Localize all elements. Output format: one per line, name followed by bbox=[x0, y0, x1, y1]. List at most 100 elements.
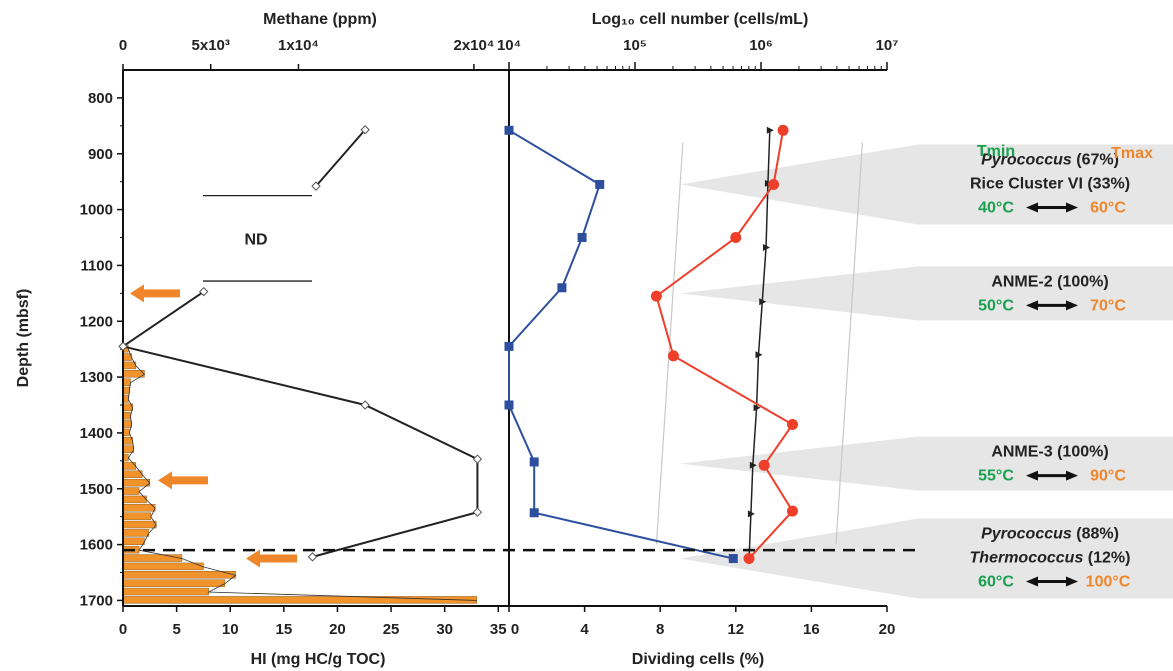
legend-tmin: Tmin bbox=[977, 143, 1015, 160]
cell-number-point-1 bbox=[504, 125, 514, 135]
hi-bar-15 bbox=[122, 462, 137, 470]
hi-bar-31 bbox=[122, 596, 478, 604]
cell-tick-label-1: 10⁴ bbox=[497, 37, 521, 54]
dividing-cells-point-6 bbox=[787, 419, 798, 431]
reference-point-4 bbox=[759, 298, 767, 306]
taxa-panel-3-arrow-right bbox=[1066, 470, 1078, 481]
taxa-panel-3-tmax: 90°C bbox=[1090, 468, 1126, 485]
taxa-panel-4-tmin: 60°C bbox=[978, 574, 1014, 591]
hi-bar-28 bbox=[122, 571, 236, 579]
div-tick-label-5: 16 bbox=[803, 621, 820, 638]
hi-arrow-3-head bbox=[246, 549, 260, 568]
dividing-cells-point-1 bbox=[777, 124, 789, 136]
methane-point-7 bbox=[472, 507, 483, 517]
reference-point-7 bbox=[749, 461, 757, 469]
taxa-panel-2-line-1: ANME-2 (100%) bbox=[991, 273, 1108, 290]
taxa-panel-2-arrow-right bbox=[1066, 300, 1078, 311]
hi-bar-21 bbox=[122, 512, 152, 520]
taxa-panel-4-box bbox=[918, 518, 1173, 599]
hi-tick-label-5: 20 bbox=[329, 621, 346, 638]
taxa-panel-3-box bbox=[918, 436, 1173, 491]
div-tick-label-3: 8 bbox=[656, 621, 664, 638]
hi-bar-20 bbox=[122, 504, 156, 512]
series-layer: ND bbox=[118, 124, 918, 565]
cell-axis-title: Log₁₀ cell number (cells/mL) bbox=[592, 11, 809, 28]
hi-bar-18 bbox=[122, 487, 140, 495]
methane-tick-label-2: 5x10³ bbox=[192, 37, 230, 54]
hi-bar-17 bbox=[122, 478, 151, 487]
taxa-panel-4-arrow-left bbox=[1026, 576, 1038, 587]
cell-number-point-4 bbox=[557, 283, 567, 293]
hi-tick-label-3: 10 bbox=[222, 621, 239, 638]
labels-layer: Pyrococcus (67%) Rice Cluster VI (33%) 40°… bbox=[970, 143, 1153, 591]
taxa-panel-1-wedge bbox=[680, 144, 918, 225]
taxa-panel-1-line-2: Rice Cluster VI (33%) bbox=[970, 175, 1130, 192]
methane-point-8 bbox=[307, 552, 318, 562]
taxa-panel-1-line-1: Pyrococcus (67%) bbox=[981, 151, 1119, 168]
taxa-panel-1-tmax: 60°C bbox=[1090, 199, 1126, 216]
depth-tick-label-7: 1400 bbox=[80, 425, 113, 442]
depth-tick-label-3: 1000 bbox=[80, 202, 113, 219]
taxa-panel-4-line-1: Pyrococcus (88%) bbox=[981, 526, 1119, 543]
guide-line-2 bbox=[835, 142, 864, 545]
hi-tick-label-7: 30 bbox=[436, 621, 453, 638]
taxa-panel-3-arrow-left bbox=[1026, 470, 1038, 481]
depth-tick-label-8: 1500 bbox=[80, 481, 113, 498]
methane-axis-title: Methane (ppm) bbox=[263, 11, 377, 28]
hi-profile-line bbox=[127, 349, 477, 601]
taxa-panel-2-wedge bbox=[680, 266, 918, 321]
taxa-panel-4-wedge bbox=[680, 518, 918, 599]
taxa-panel-1-box bbox=[918, 144, 1173, 225]
taxa-panel-2-arrow-left bbox=[1026, 300, 1038, 311]
taxa-panel-4-line-2: Thermococcus (12%) bbox=[970, 550, 1131, 567]
div-axis-title: Dividing cells (%) bbox=[632, 651, 764, 668]
hi-bar-26 bbox=[122, 554, 183, 562]
cell-tick-label-4: 10⁷ bbox=[876, 37, 899, 54]
depth-tick-label-6: 1300 bbox=[80, 369, 113, 386]
reference-point-3 bbox=[763, 244, 771, 252]
y-axis-title: Depth (mbsf) bbox=[15, 289, 32, 388]
dividing-cells-point-7 bbox=[758, 459, 770, 471]
hi-arrow-1-head bbox=[130, 284, 144, 303]
reference-point-8 bbox=[747, 510, 755, 518]
methane-point-6 bbox=[472, 454, 483, 464]
depth-tick-label-2: 900 bbox=[88, 146, 113, 163]
hi-bar-10 bbox=[122, 420, 132, 428]
cell-number-point-9 bbox=[728, 554, 738, 564]
hi-tick-label-1: 0 bbox=[119, 621, 127, 638]
methane-tick-label-4: 2x10⁴ bbox=[454, 37, 495, 54]
methane-line-seg-1 bbox=[315, 129, 366, 187]
div-tick-label-2: 4 bbox=[580, 621, 589, 638]
methane-tick-label-3: 1x10⁴ bbox=[278, 37, 319, 54]
hi-bar-16 bbox=[122, 470, 143, 478]
dividing-cells-point-5 bbox=[667, 350, 679, 362]
axes-layer: 80090010001100120013001400150016001700De… bbox=[15, 11, 898, 668]
cell-number-point-5 bbox=[504, 341, 514, 351]
div-tick-label-4: 12 bbox=[727, 621, 744, 638]
hi-bar-24 bbox=[122, 537, 145, 545]
taxa-panel-1-arrow-left bbox=[1026, 202, 1038, 213]
depth-tick-label-4: 1100 bbox=[80, 257, 113, 274]
hi-tick-label-2: 5 bbox=[172, 621, 180, 638]
depth-tick-label-10: 1700 bbox=[80, 592, 113, 609]
taxa-panel-1-arrow-right bbox=[1066, 202, 1078, 213]
dividing-cells-point-8 bbox=[787, 505, 798, 517]
hi-axis-title: HI (mg HC/g TOC) bbox=[251, 651, 386, 668]
methane-line-seg-2 bbox=[120, 290, 479, 558]
cell-number-point-2 bbox=[595, 179, 605, 189]
cell-number-point-6 bbox=[504, 400, 514, 410]
hi-tick-label-8: 35 bbox=[490, 621, 507, 638]
dividing-cells-point-3 bbox=[730, 232, 742, 243]
taxa-panel-2-tmax: 70°C bbox=[1090, 297, 1126, 314]
methane-point-1 bbox=[360, 125, 370, 135]
taxa-panel-2-box bbox=[918, 266, 1173, 321]
cell-tick-label-2: 10⁵ bbox=[623, 37, 647, 54]
depth-tick-label-9: 1600 bbox=[80, 537, 113, 554]
methane-point-5 bbox=[360, 400, 370, 410]
reference-point-1 bbox=[766, 126, 774, 134]
methane-tick-label-1: 0 bbox=[119, 37, 127, 54]
cell-number-point-7 bbox=[529, 457, 539, 467]
div-tick-label-1: 0 bbox=[511, 621, 519, 638]
methane-point-4 bbox=[118, 341, 128, 352]
